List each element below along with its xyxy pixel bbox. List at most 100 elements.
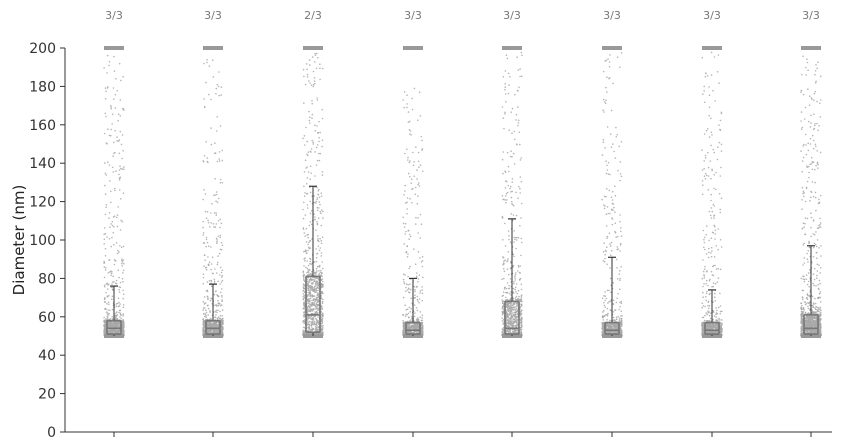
jitter-point: [415, 275, 418, 278]
jitter-point: [317, 245, 320, 247]
jitter-point: [111, 270, 113, 273]
jitter-point: [215, 212, 217, 214]
jitter-point: [318, 249, 321, 252]
jitter-point: [309, 308, 312, 311]
jitter-point: [120, 167, 122, 170]
jitter-point: [501, 320, 504, 322]
jitter-point: [103, 261, 106, 264]
jitter-point: [416, 285, 418, 288]
jitter-point: [515, 113, 518, 116]
jitter-point: [203, 315, 206, 318]
jitter-point: [313, 299, 315, 302]
jitter-point: [221, 269, 224, 272]
jitter-point: [409, 130, 412, 132]
jitter-point: [309, 64, 311, 66]
jitter-point: [104, 98, 107, 100]
jitter-point: [409, 197, 411, 200]
jitter-point: [413, 315, 416, 318]
jitter-point: [316, 132, 319, 134]
jitter-point: [302, 217, 305, 220]
jitter-point: [518, 131, 521, 134]
jitter-point: [417, 326, 419, 329]
jitter-point: [204, 193, 207, 195]
jitter-point: [317, 235, 319, 237]
jitter-point: [318, 196, 321, 199]
jitter-point: [311, 139, 314, 142]
jitter-point: [414, 326, 417, 328]
jitter-point: [114, 189, 116, 192]
jitter-point: [104, 301, 106, 304]
cap-band-top: [303, 46, 323, 50]
jitter-point: [221, 318, 223, 320]
jitter-point: [413, 248, 415, 250]
jitter-point: [419, 290, 422, 292]
jitter-point: [120, 317, 122, 320]
jitter-point: [214, 304, 216, 306]
jitter-point: [303, 321, 306, 323]
jitter-point: [406, 148, 408, 151]
jitter-point: [104, 184, 106, 187]
jitter-point: [515, 239, 518, 241]
jitter-point: [307, 151, 310, 153]
jitter-point: [414, 263, 417, 266]
jitter-point: [221, 320, 224, 323]
jitter-point: [414, 288, 416, 291]
jitter-point: [306, 177, 309, 179]
jitter-point: [216, 272, 218, 274]
jitter-point: [221, 299, 223, 301]
jitter-point: [416, 323, 419, 326]
jitter-point: [106, 312, 109, 314]
jitter-point: [103, 276, 106, 279]
jitter-point: [217, 309, 219, 312]
jitter-point: [213, 280, 216, 283]
jitter-point: [217, 235, 220, 238]
jitter-point: [210, 285, 213, 288]
jitter-point: [214, 322, 216, 324]
jitter-point: [517, 122, 520, 124]
jitter-point: [111, 283, 113, 285]
jitter-point: [221, 274, 224, 277]
jitter-point: [315, 283, 317, 286]
jitter-point: [103, 227, 106, 229]
jitter-point: [121, 168, 124, 170]
jitter-point: [417, 119, 419, 121]
jitter-point: [123, 168, 125, 171]
jitter-point: [501, 106, 504, 108]
jitter-point: [318, 120, 320, 123]
jitter-point: [510, 213, 513, 215]
jitter-point: [108, 283, 110, 286]
jitter-point: [117, 321, 120, 324]
jitter-point: [210, 263, 213, 265]
jitter-point: [121, 134, 124, 136]
jitter-point: [107, 323, 110, 326]
jitter-point: [212, 223, 215, 225]
jitter-point: [119, 99, 122, 101]
jitter-point: [517, 69, 520, 71]
jitter-point: [113, 152, 115, 155]
jitter-point: [515, 291, 517, 293]
jitter-point: [122, 293, 125, 296]
jitter-point: [119, 286, 122, 289]
jitter-point: [103, 320, 105, 323]
cap-band-top: [403, 46, 423, 50]
jitter-point: [204, 313, 207, 315]
jitter-point: [210, 246, 212, 248]
jitter-point: [419, 115, 422, 117]
jitter-point: [113, 324, 116, 326]
jitter-point: [107, 161, 109, 163]
jitter-point: [113, 70, 116, 72]
jitter-point: [107, 316, 109, 319]
jitter-point: [318, 136, 320, 139]
jitter-point: [320, 239, 323, 242]
jitter-point: [319, 63, 321, 65]
jitter-point: [409, 235, 412, 238]
jitter-point: [418, 91, 421, 94]
jitter-point: [115, 279, 118, 282]
jitter-point: [415, 146, 417, 148]
jitter-point: [502, 172, 504, 175]
jitter-point: [203, 254, 206, 257]
jitter-point: [216, 239, 218, 241]
jitter-point: [219, 304, 222, 307]
jitter-point: [114, 187, 116, 190]
jitter-point: [122, 107, 125, 110]
